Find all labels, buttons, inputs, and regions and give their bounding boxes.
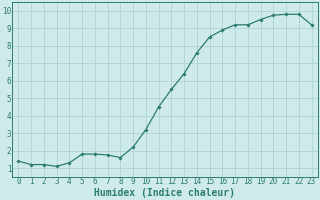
X-axis label: Humidex (Indice chaleur): Humidex (Indice chaleur) [94, 188, 236, 198]
